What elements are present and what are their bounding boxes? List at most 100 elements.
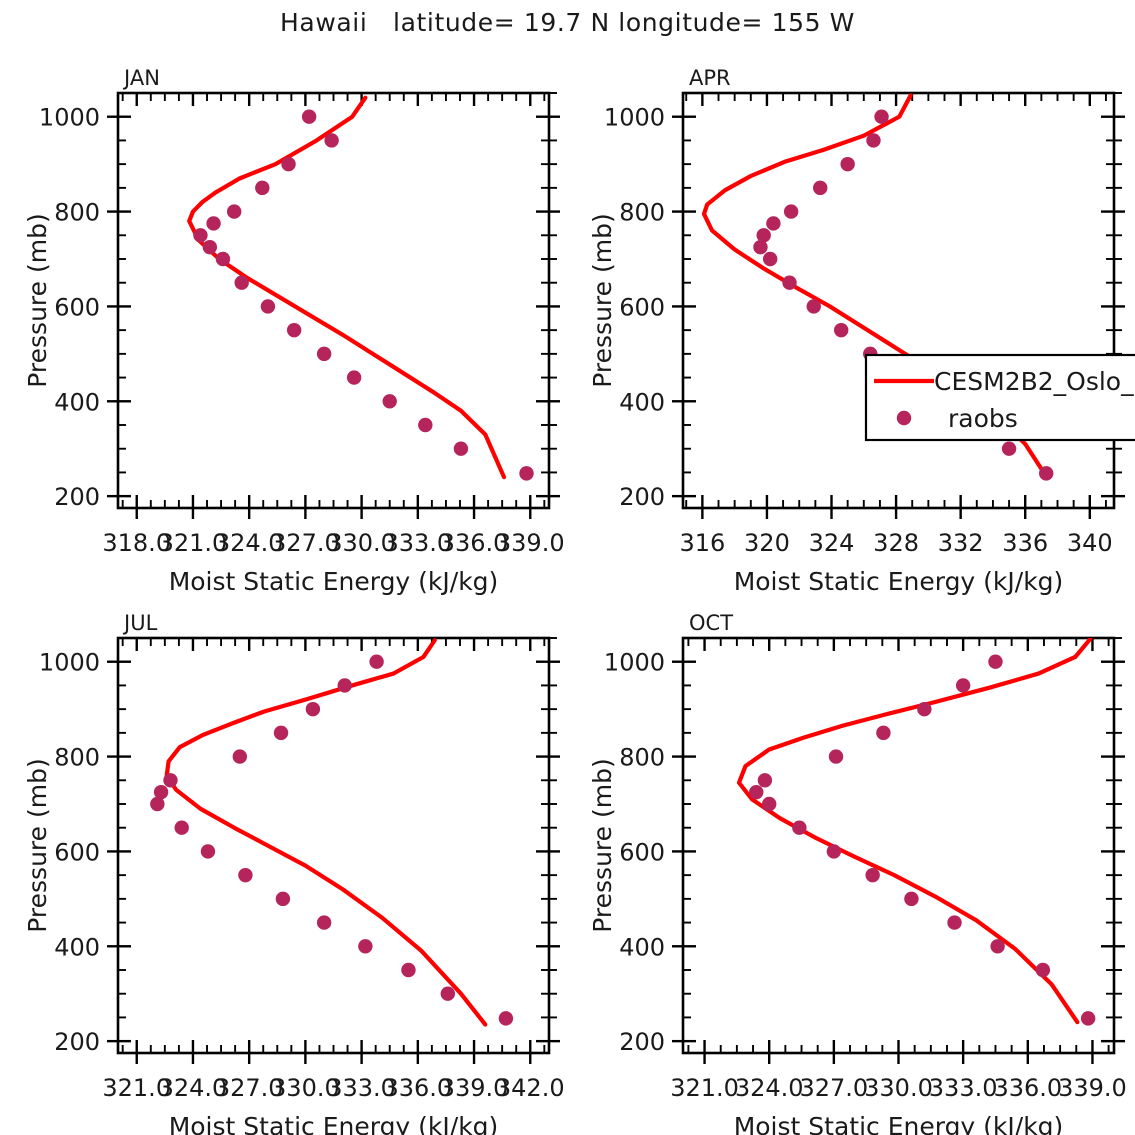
- obs-marker: [440, 986, 456, 1001]
- y-tick-label: 1000: [39, 649, 100, 677]
- obs-marker: [418, 417, 433, 433]
- y-tick-label: 800: [619, 199, 665, 227]
- y-tick-label: 200: [619, 483, 665, 511]
- legend-box: [864, 353, 1135, 442]
- x-tick-label: 339.0: [1058, 1074, 1127, 1102]
- plot-jan: 318.0321.0324.0327.0330.0333.0336.0339.0…: [23, 66, 565, 596]
- x-tick-label: 336.0: [993, 1074, 1062, 1102]
- plot-apr: 316 320 324 328 332 336 340 200 400 600 800 1000 APR…: [588, 66, 1135, 596]
- legend-obs-label: raobs: [948, 404, 1018, 433]
- obs-marker: [305, 701, 321, 717]
- obs-marker: [762, 796, 777, 812]
- plot-frame: [116, 636, 551, 1055]
- obs-marker: [917, 701, 932, 717]
- obs-marker: [234, 275, 249, 290]
- obs-marker: [150, 796, 165, 812]
- x-tick-label: 321.0: [102, 1074, 171, 1102]
- panel-jul: 321.0 324.0 327.0 330.0 333.0 336.0 339.0 342.0…: [0, 595, 575, 1135]
- obs-marker: [828, 749, 844, 764]
- x-tick-label: 324: [809, 529, 855, 557]
- y-tick-label: 1000: [604, 104, 665, 132]
- obs-marker: [783, 204, 799, 219]
- x-tick-label: 318.0: [102, 529, 171, 557]
- x-tick-label: 336.0: [383, 1074, 452, 1102]
- obs-markers: [749, 654, 1096, 1026]
- obs-marker: [988, 654, 1003, 669]
- x-tick-label: 339.0: [440, 1074, 509, 1102]
- y-tick-label: 800: [54, 744, 100, 772]
- y-tick-label: 800: [619, 744, 665, 772]
- obs-marker: [337, 678, 352, 693]
- obs-marker: [782, 275, 797, 290]
- obs-marker: [1001, 441, 1017, 456]
- obs-marker: [316, 915, 332, 930]
- x-tick-label: 316: [679, 529, 725, 557]
- x-tick-label: 320: [744, 529, 790, 557]
- y-tick-label: 1000: [39, 104, 100, 132]
- x-tick-label: 324.0: [735, 1074, 804, 1102]
- y-axis-title: Pressure (mb): [588, 213, 617, 387]
- panel-label-jul: JUL: [122, 611, 158, 635]
- obs-marker: [756, 228, 771, 243]
- obs-marker: [753, 239, 768, 255]
- model-line-oct: [736, 638, 1093, 1025]
- x-axis-title: Moist Static Energy (kJ/kg): [169, 567, 499, 596]
- y-axis-title: Pressure (mb): [23, 758, 52, 932]
- data-layer: [736, 638, 1093, 1025]
- obs-marker: [193, 228, 208, 243]
- x-tick-label: 336: [1002, 529, 1048, 557]
- obs-marker: [358, 939, 373, 954]
- panel-label-apr: APR: [689, 66, 731, 90]
- x-tick-label: 327.0: [799, 1074, 868, 1102]
- plot-frame: [681, 91, 1116, 510]
- obs-marker: [232, 749, 247, 764]
- obs-marker: [866, 133, 881, 148]
- obs-marker: [206, 216, 221, 231]
- obs-marker: [369, 654, 384, 669]
- obs-marker: [947, 915, 962, 930]
- obs-marker: [1080, 1011, 1096, 1026]
- y-axis-title: Pressure (mb): [588, 758, 617, 932]
- obs-markers: [193, 109, 534, 481]
- obs-marker: [215, 251, 231, 267]
- x-tick-label: 339.0: [496, 529, 565, 557]
- x-tick-label: 324.0: [159, 1074, 228, 1102]
- x-tick-label: 324.0: [215, 529, 284, 557]
- obs-marker: [792, 820, 807, 835]
- obs-marker: [990, 939, 1005, 954]
- obs-marker: [260, 299, 276, 314]
- obs-marker: [826, 844, 842, 859]
- obs-marker: [163, 773, 178, 788]
- obs-marker: [281, 156, 296, 172]
- obs-marker: [273, 725, 289, 741]
- y-axis-title: Pressure (mb): [23, 213, 52, 387]
- obs-marker: [255, 180, 270, 196]
- legend-obs-swatch: [896, 410, 912, 426]
- obs-marker: [519, 466, 534, 481]
- panel-oct: 321.0 324.0 327.0 330.0 333.0 336.0 339.0 200 40…: [565, 595, 1135, 1135]
- obs-marker: [202, 239, 218, 255]
- obs-marker: [840, 156, 855, 172]
- obs-marker: [153, 784, 169, 800]
- obs-marker: [382, 394, 397, 409]
- obs-marker: [275, 891, 291, 907]
- panel-apr: 316 320 324 328 332 336 340 200 400 600 800 1000 APR…: [565, 50, 1135, 596]
- obs-markers: [150, 654, 514, 1026]
- x-tick-label: 327.0: [215, 1074, 284, 1102]
- y-tick-label: 1000: [604, 649, 665, 677]
- x-tick-label: 327.0: [271, 529, 340, 557]
- x-tick-label: 336.0: [440, 529, 509, 557]
- obs-marker: [316, 346, 332, 362]
- obs-marker: [876, 725, 891, 741]
- x-tick-label: 330.0: [271, 1074, 340, 1102]
- obs-marker: [324, 133, 339, 148]
- y-tick-label: 600: [619, 838, 665, 866]
- legend-model-label: CESM2B2_Oslo_n: [934, 367, 1135, 396]
- obs-marker: [874, 109, 889, 124]
- obs-marker: [1035, 962, 1051, 978]
- obs-marker: [226, 204, 242, 219]
- obs-marker: [1039, 466, 1054, 481]
- x-tick-label: 330.0: [864, 1074, 933, 1102]
